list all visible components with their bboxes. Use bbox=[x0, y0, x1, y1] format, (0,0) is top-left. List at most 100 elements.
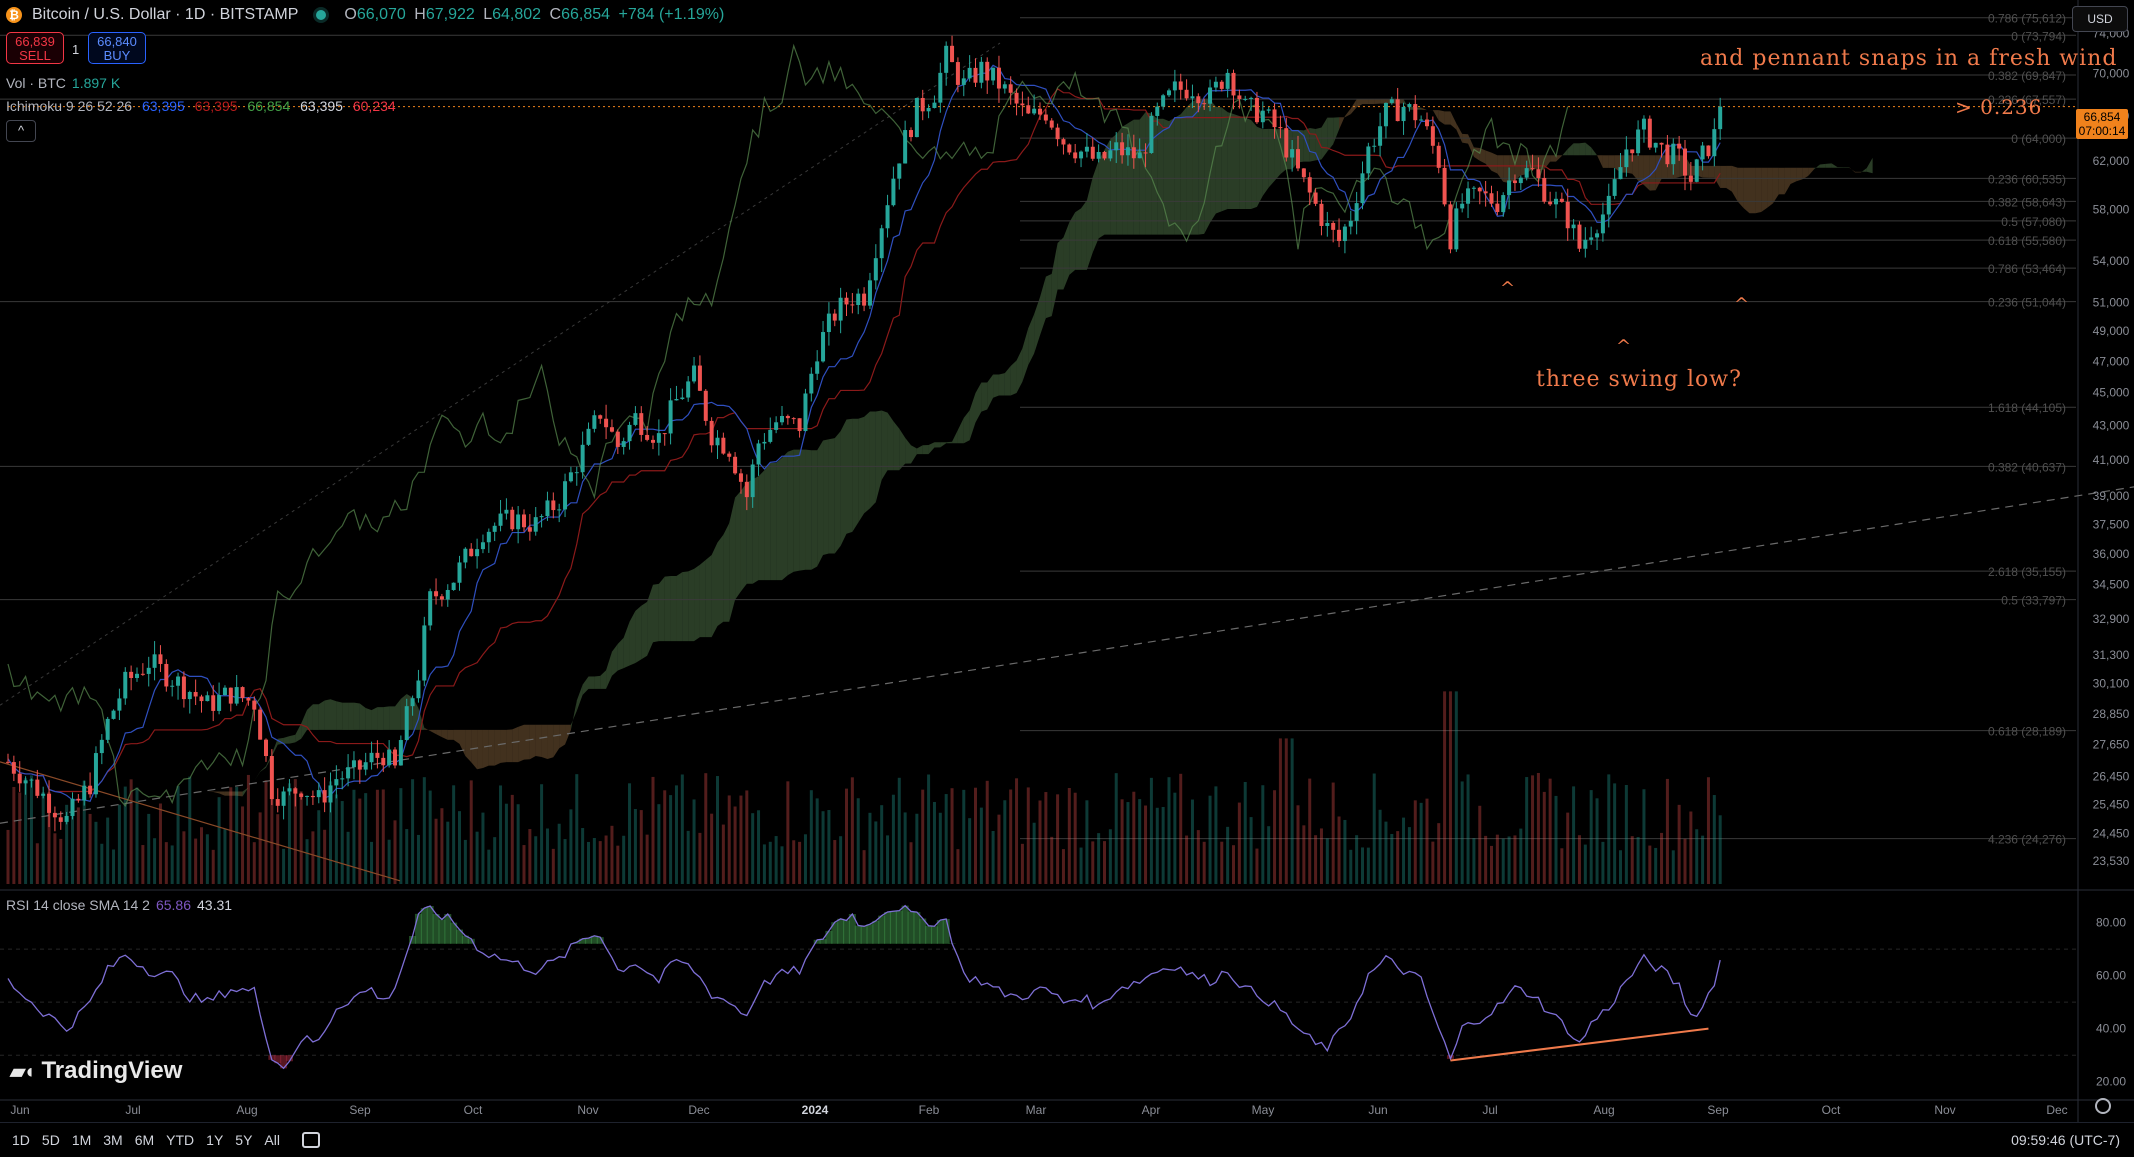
candle bbox=[1003, 81, 1007, 93]
cloud-segment bbox=[665, 576, 671, 641]
buy-button[interactable]: 66,840 BUY bbox=[88, 32, 146, 64]
volume-bar bbox=[775, 836, 778, 884]
cloud-segment bbox=[1011, 361, 1017, 396]
cloud-segment bbox=[1802, 168, 1808, 180]
symbol-title[interactable]: Bitcoin / U.S. Dollar · 1D · BITSTAMP bbox=[32, 6, 298, 24]
rsi-tick-label: 80.00 bbox=[2096, 916, 2126, 930]
gear-icon[interactable] bbox=[2095, 1098, 2111, 1114]
cloud-segment bbox=[1820, 164, 1826, 168]
range-5y[interactable]: 5Y bbox=[235, 1132, 252, 1148]
volume-bar bbox=[1074, 793, 1077, 884]
candle bbox=[803, 389, 807, 432]
volume-bar bbox=[1062, 849, 1065, 884]
range-5d[interactable]: 5D bbox=[42, 1132, 60, 1148]
cloud-segment bbox=[1497, 155, 1503, 182]
volume-bar bbox=[599, 841, 602, 884]
currency-select[interactable]: USD bbox=[2072, 6, 2128, 32]
annotation-swing-low[interactable]: three swing low? bbox=[1536, 367, 1742, 392]
volume-bar bbox=[616, 846, 619, 884]
cloud-segment bbox=[448, 730, 454, 740]
volume-bar bbox=[1085, 800, 1088, 884]
clock[interactable]: 09:59:46 (UTC-7) bbox=[2011, 1132, 2120, 1148]
cloud-segment bbox=[1333, 117, 1339, 144]
volume-bar bbox=[968, 818, 971, 884]
candle bbox=[1718, 98, 1722, 140]
cloud-segment bbox=[1175, 114, 1181, 234]
range-1d[interactable]: 1D bbox=[12, 1132, 30, 1148]
candle bbox=[1572, 219, 1576, 240]
candle bbox=[1085, 133, 1089, 157]
price-tick-label: 24,450 bbox=[2093, 827, 2130, 841]
volume-bar bbox=[634, 809, 637, 884]
sell-button[interactable]: 66,839 SELL bbox=[6, 32, 64, 64]
bitcoin-icon: ₿ bbox=[6, 7, 22, 23]
candle bbox=[710, 417, 714, 452]
candle bbox=[1361, 162, 1365, 210]
annotation-pennant[interactable]: and pennant snaps in a fresh wind bbox=[1700, 46, 2117, 71]
volume-bar bbox=[241, 806, 244, 884]
range-3m[interactable]: 3M bbox=[103, 1132, 122, 1148]
candle bbox=[18, 761, 22, 792]
volume-bar bbox=[745, 790, 748, 884]
candle bbox=[94, 746, 98, 797]
cloud-segment bbox=[1708, 166, 1714, 178]
candle bbox=[979, 57, 983, 88]
candle bbox=[991, 68, 995, 85]
range-1m[interactable]: 1M bbox=[72, 1132, 91, 1148]
candle bbox=[921, 90, 925, 120]
volume-bar bbox=[1261, 785, 1264, 884]
candle bbox=[798, 418, 802, 437]
time-tick-label: Aug bbox=[1593, 1103, 1614, 1117]
tradingview-logo-icon: ▰◖ bbox=[10, 1059, 33, 1084]
volume-bar bbox=[1156, 808, 1159, 884]
cloud-segment bbox=[1128, 120, 1134, 235]
cloud-segment bbox=[958, 418, 964, 443]
range-6m[interactable]: 6M bbox=[135, 1132, 154, 1148]
ichimoku-legend[interactable]: Ichimoku 9 26 52 26 63,395 63,395 66,854… bbox=[6, 98, 402, 114]
cloud-segment bbox=[1826, 163, 1832, 167]
volume-bar bbox=[704, 773, 707, 884]
volume-bar bbox=[347, 832, 350, 884]
candle bbox=[669, 388, 673, 444]
range-ytd[interactable]: YTD bbox=[166, 1132, 194, 1148]
volume-bar bbox=[36, 843, 39, 884]
volume-bar bbox=[839, 836, 842, 884]
range-all[interactable]: All bbox=[264, 1132, 280, 1148]
volume-bar bbox=[833, 840, 836, 884]
volume-bar bbox=[341, 801, 344, 884]
volume-bar bbox=[1015, 778, 1018, 884]
candle bbox=[1038, 102, 1042, 120]
annotation-fib[interactable]: > 0.236 bbox=[1955, 95, 2042, 119]
volume-bar bbox=[1484, 836, 1487, 884]
range-1y[interactable]: 1Y bbox=[206, 1132, 223, 1148]
cloud-segment bbox=[624, 622, 630, 668]
candle bbox=[370, 742, 374, 770]
candle bbox=[1073, 144, 1077, 163]
cloud-segment bbox=[331, 699, 337, 730]
candle bbox=[1343, 224, 1347, 253]
volume-bar bbox=[1613, 783, 1616, 884]
cloud-segment bbox=[1456, 123, 1462, 142]
time-tick-label: May bbox=[1252, 1103, 1275, 1117]
cloud-segment bbox=[430, 730, 436, 734]
volume-bar bbox=[1437, 823, 1440, 884]
candle bbox=[469, 543, 473, 557]
cloud-segment bbox=[383, 706, 389, 730]
calendar-icon[interactable] bbox=[302, 1132, 320, 1148]
cloud-segment bbox=[1157, 119, 1163, 235]
volume-bar bbox=[423, 777, 426, 884]
price-tick-label: 51,000 bbox=[2093, 295, 2130, 309]
collapse-legend-button[interactable]: ^ bbox=[6, 120, 36, 142]
cloud-segment bbox=[823, 439, 829, 555]
candle bbox=[1267, 107, 1271, 113]
candle bbox=[141, 663, 145, 676]
cloud-segment bbox=[196, 776, 202, 790]
cloud-segment bbox=[864, 411, 870, 513]
cloud-segment bbox=[917, 445, 923, 454]
cloud-segment bbox=[1591, 147, 1597, 155]
cloud-segment bbox=[1034, 297, 1040, 353]
volume-bar bbox=[1361, 847, 1364, 884]
